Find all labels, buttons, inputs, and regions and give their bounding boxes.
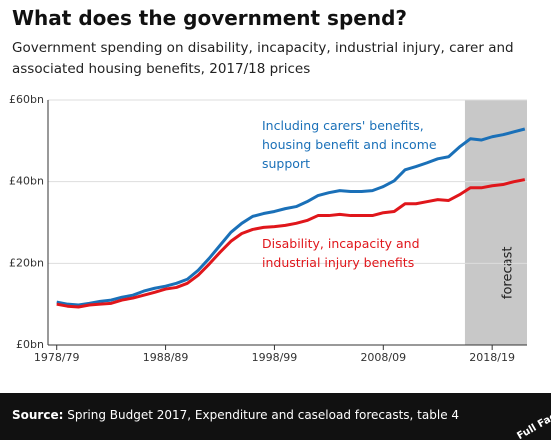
chart-subtitle: Government spending on disability, incap…	[12, 40, 514, 77]
series-label: Including carers' benefits, housing bene…	[262, 118, 437, 171]
y-tick-label: £20bn	[9, 256, 44, 269]
x-tick-label: 1978/79	[34, 351, 80, 364]
y-tick-label: £60bn	[9, 93, 44, 106]
series-line	[56, 127, 526, 307]
y-tick-label: £0bn	[16, 338, 44, 351]
x-tick-label: 1998/99	[252, 351, 298, 364]
footer	[0, 393, 551, 440]
source-label: Source:	[12, 408, 64, 422]
forecast-label: forecast	[500, 247, 515, 300]
source: Source: Spring Budget 2017, Expenditure …	[12, 408, 459, 422]
chart-title: What does the government spend?	[12, 6, 407, 30]
x-tick-label: 2018/19	[469, 351, 515, 364]
series-label: Disability, incapacity and industrial in…	[262, 236, 420, 270]
x-tick-label: 1988/89	[143, 351, 189, 364]
source-text: Spring Budget 2017, Expenditure and case…	[67, 408, 460, 422]
y-tick-label: £40bn	[9, 175, 44, 188]
series-line	[56, 178, 526, 309]
x-tick-label: 2008/09	[360, 351, 406, 364]
